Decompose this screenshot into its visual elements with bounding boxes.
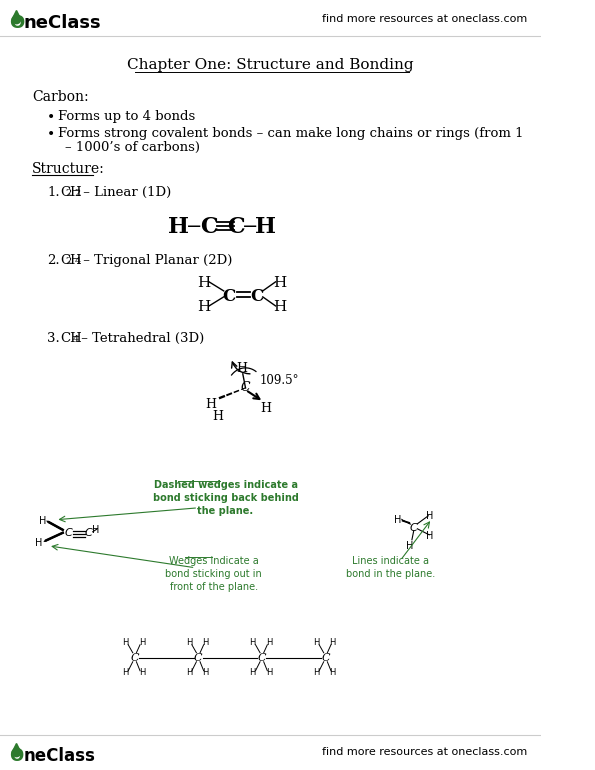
Text: C: C — [228, 216, 245, 238]
Text: C: C — [194, 653, 202, 663]
Text: H: H — [92, 525, 99, 535]
Text: H: H — [266, 638, 273, 647]
Text: Forms up to 4 bonds: Forms up to 4 bonds — [58, 110, 195, 123]
Text: C: C — [410, 523, 418, 533]
Text: H: H — [236, 362, 248, 375]
Text: H: H — [69, 186, 81, 199]
Text: H: H — [197, 300, 210, 314]
Text: •: • — [47, 110, 55, 124]
Text: H: H — [123, 638, 129, 647]
Text: find more resources at oneclass.com: find more resources at oneclass.com — [322, 14, 527, 24]
Text: H: H — [313, 638, 320, 647]
Text: – Linear (1D): – Linear (1D) — [79, 186, 171, 199]
Text: H: H — [168, 216, 189, 238]
Text: •: • — [47, 127, 55, 141]
Text: Forms strong covalent bonds – can make long chains or rings (from 1: Forms strong covalent bonds – can make l… — [58, 127, 524, 140]
Text: H: H — [36, 537, 43, 547]
Text: – Tetrahedral (3D): – Tetrahedral (3D) — [77, 332, 205, 345]
Text: O: O — [9, 14, 24, 32]
Text: H: H — [313, 668, 320, 677]
Text: Lines indicate a
bond in the plane.: Lines indicate a bond in the plane. — [346, 556, 436, 579]
Text: H: H — [197, 276, 210, 290]
Text: H: H — [202, 668, 209, 677]
Text: H: H — [427, 531, 434, 541]
Text: H: H — [249, 668, 256, 677]
Text: C: C — [241, 381, 250, 394]
Text: Carbon:: Carbon: — [32, 90, 89, 104]
Text: H: H — [260, 402, 271, 415]
Text: H: H — [266, 668, 273, 677]
Text: C: C — [201, 216, 218, 238]
Text: Chapter One: Structure and Bonding: Chapter One: Structure and Bonding — [127, 58, 414, 72]
Text: CH: CH — [60, 332, 82, 345]
Text: C: C — [64, 527, 72, 537]
Text: C: C — [321, 653, 330, 663]
Text: Dashed wedges indicate a
bond sticking back behind
the plane.: Dashed wedges indicate a bond sticking b… — [152, 480, 299, 516]
Text: – Trigonal Planar (2D): – Trigonal Planar (2D) — [79, 254, 233, 267]
Text: H: H — [139, 638, 145, 647]
Text: C: C — [223, 288, 236, 305]
Text: H: H — [406, 541, 414, 551]
Text: 4: 4 — [73, 335, 79, 344]
Text: H: H — [274, 300, 287, 314]
Text: C: C — [60, 186, 70, 199]
Text: H: H — [202, 638, 209, 647]
Text: Structure:: Structure: — [32, 162, 105, 176]
Text: H: H — [69, 254, 81, 267]
Text: neClass: neClass — [24, 14, 101, 32]
Text: H: H — [330, 668, 336, 677]
Text: O: O — [10, 747, 23, 765]
Text: – 1000’s of carbons): – 1000’s of carbons) — [65, 141, 201, 154]
Text: H: H — [249, 638, 256, 647]
Text: H: H — [186, 668, 192, 677]
Text: C: C — [258, 653, 266, 663]
Text: 4: 4 — [74, 257, 81, 266]
Text: H: H — [274, 276, 287, 290]
Text: H: H — [123, 668, 129, 677]
Text: Wedges indicate a
bond sticking out in
front of the plane.: Wedges indicate a bond sticking out in f… — [165, 556, 262, 592]
Text: 2: 2 — [74, 189, 81, 198]
Text: 2: 2 — [65, 189, 72, 198]
Text: H: H — [186, 638, 192, 647]
Text: C: C — [60, 254, 70, 267]
Text: −: − — [186, 218, 202, 236]
Text: H: H — [427, 511, 434, 521]
Text: C: C — [250, 288, 263, 305]
Text: H: H — [205, 398, 217, 411]
Text: 109.5°: 109.5° — [260, 374, 299, 387]
Text: H: H — [139, 668, 145, 677]
Text: 3.: 3. — [47, 332, 60, 345]
Text: neClass: neClass — [24, 747, 96, 765]
Text: H: H — [213, 410, 224, 423]
Text: H: H — [255, 216, 276, 238]
Text: 1.: 1. — [47, 186, 60, 199]
Text: C: C — [84, 527, 92, 537]
Text: C: C — [130, 653, 139, 663]
Text: 2: 2 — [65, 257, 72, 266]
Text: H: H — [39, 516, 46, 526]
Text: find more resources at oneclass.com: find more resources at oneclass.com — [322, 747, 527, 757]
Text: H: H — [394, 515, 401, 525]
Text: H: H — [330, 638, 336, 647]
Text: −: − — [242, 218, 258, 236]
Text: 2.: 2. — [47, 254, 60, 267]
